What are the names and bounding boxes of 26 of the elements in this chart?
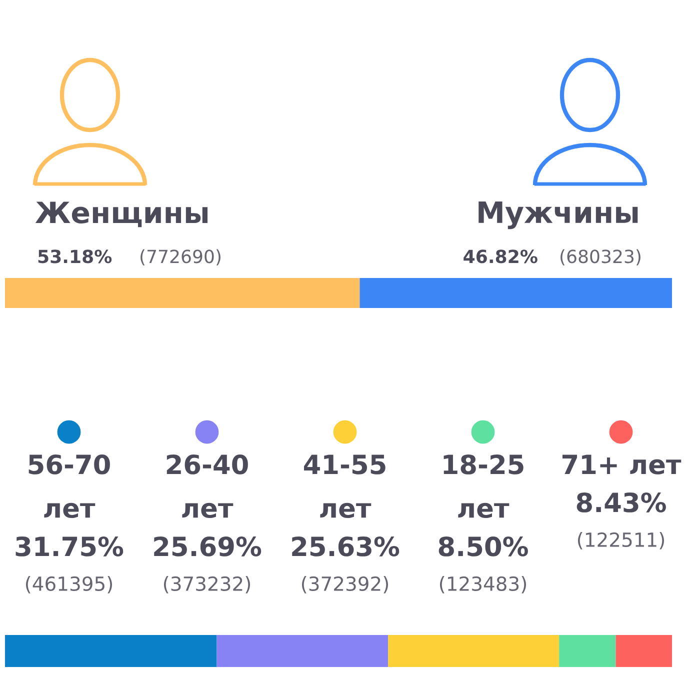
text: (373232) (164, 576, 250, 594)
text: 25.63% (292, 536, 400, 556)
legend-label: 56-70 лет (28, 454, 110, 518)
text: 25.69% (154, 536, 262, 556)
text: (122511) (578, 532, 664, 550)
legend-label: Женщины (35, 202, 208, 228)
text: (372392) (302, 576, 388, 594)
text: 31.75% (16, 536, 124, 556)
legend-label: 26-40 лет (166, 454, 248, 518)
legend-label: 18-25 лет (444, 454, 524, 518)
text: (772690) (140, 249, 220, 266)
legend-label: Мужчины (478, 202, 638, 230)
legend-label: 71+ лет (562, 454, 682, 474)
text: 53.18% (38, 250, 112, 264)
text: 8.50% (438, 536, 528, 556)
bar (5, 635, 217, 667)
bar (388, 635, 560, 667)
legend-label: 41-55 лет (304, 454, 386, 518)
text: (461395) (26, 576, 112, 594)
bar (216, 635, 388, 667)
bar (616, 635, 672, 667)
text: 46.82% (464, 250, 538, 264)
text: 8.43% (576, 492, 666, 512)
bar (559, 635, 616, 667)
text: (123483) (440, 576, 526, 594)
text: (680323) (560, 249, 640, 266)
